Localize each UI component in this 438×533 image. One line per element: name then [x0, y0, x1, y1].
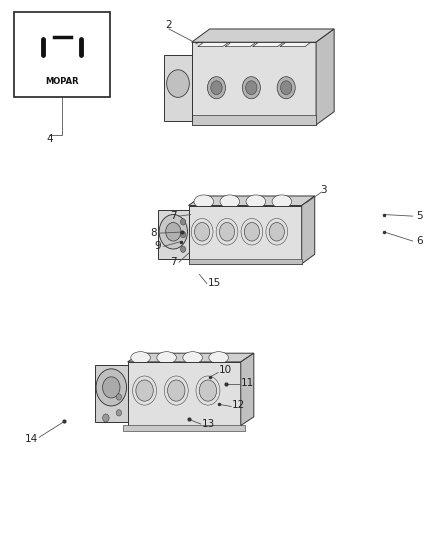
Polygon shape — [127, 353, 254, 362]
Polygon shape — [188, 196, 315, 206]
Text: 7: 7 — [170, 211, 177, 221]
Circle shape — [269, 222, 284, 241]
Circle shape — [208, 77, 226, 99]
Bar — [191, 115, 316, 125]
Text: 7: 7 — [170, 257, 177, 267]
Circle shape — [242, 77, 260, 99]
Polygon shape — [280, 43, 310, 46]
Circle shape — [180, 219, 186, 225]
Circle shape — [244, 222, 260, 241]
Polygon shape — [198, 43, 228, 46]
Polygon shape — [188, 206, 302, 264]
Ellipse shape — [220, 195, 240, 208]
Polygon shape — [302, 196, 315, 264]
Circle shape — [159, 215, 187, 249]
Text: 13: 13 — [201, 419, 215, 429]
Text: 11: 11 — [240, 378, 254, 388]
Circle shape — [277, 77, 295, 99]
Circle shape — [180, 231, 186, 238]
Polygon shape — [241, 353, 254, 425]
Circle shape — [102, 377, 120, 398]
Text: 6: 6 — [416, 236, 423, 246]
Polygon shape — [95, 365, 127, 422]
Circle shape — [219, 222, 235, 241]
Circle shape — [280, 81, 292, 94]
Circle shape — [96, 369, 127, 406]
Polygon shape — [158, 210, 188, 259]
Circle shape — [246, 81, 257, 94]
Polygon shape — [225, 43, 255, 46]
Bar — [188, 259, 302, 264]
Text: 14: 14 — [25, 434, 39, 444]
Polygon shape — [191, 29, 334, 42]
Ellipse shape — [194, 195, 214, 208]
Polygon shape — [191, 42, 316, 125]
Circle shape — [199, 380, 217, 401]
Text: 8: 8 — [150, 228, 157, 238]
Circle shape — [102, 414, 109, 422]
Ellipse shape — [272, 195, 292, 208]
Polygon shape — [253, 43, 283, 46]
Text: 3: 3 — [320, 184, 327, 195]
Text: 10: 10 — [219, 365, 232, 375]
Ellipse shape — [183, 352, 202, 364]
Circle shape — [136, 380, 153, 401]
Bar — [123, 425, 245, 431]
Circle shape — [166, 222, 181, 241]
Polygon shape — [316, 29, 334, 125]
Polygon shape — [127, 362, 241, 425]
Ellipse shape — [157, 352, 177, 364]
Text: 4: 4 — [46, 134, 53, 144]
Polygon shape — [164, 54, 191, 121]
Text: 12: 12 — [232, 400, 245, 410]
Ellipse shape — [209, 352, 229, 364]
Text: 5: 5 — [416, 211, 423, 221]
Bar — [14, 12, 110, 97]
Ellipse shape — [246, 195, 265, 208]
Circle shape — [211, 81, 222, 94]
Circle shape — [167, 70, 189, 98]
Text: 15: 15 — [208, 278, 221, 288]
Circle shape — [194, 222, 210, 241]
Circle shape — [116, 410, 121, 416]
Text: MOPAR: MOPAR — [46, 77, 79, 86]
Circle shape — [168, 380, 185, 401]
Ellipse shape — [131, 352, 150, 364]
Circle shape — [180, 246, 186, 253]
Text: 2: 2 — [166, 20, 172, 30]
Circle shape — [116, 394, 121, 400]
Text: 9: 9 — [155, 241, 161, 252]
